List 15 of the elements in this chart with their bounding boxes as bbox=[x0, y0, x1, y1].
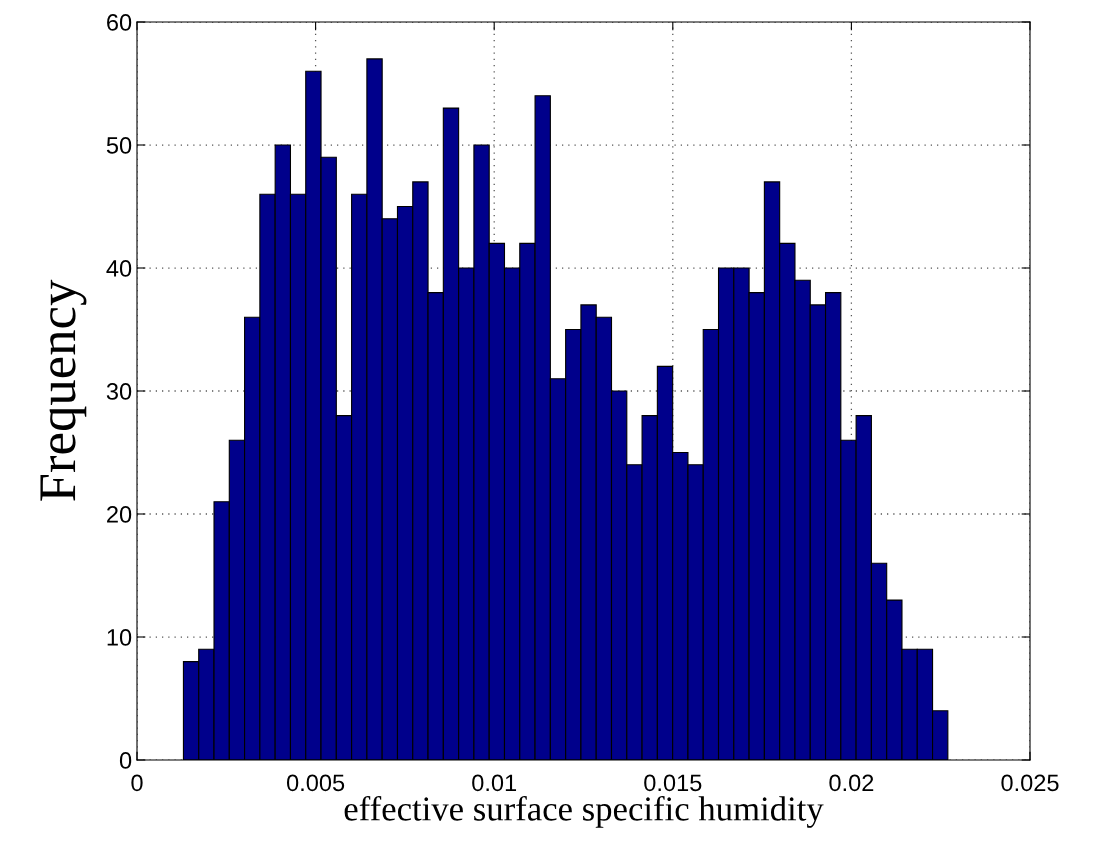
x-tick-label: 0.025 bbox=[1001, 774, 1059, 792]
y-tick-label: 10 bbox=[107, 629, 132, 646]
y-tick-label: 40 bbox=[106, 260, 132, 277]
x-tick-label: 0.005 bbox=[286, 774, 345, 792]
x-tick-label: 0 bbox=[131, 774, 143, 792]
x-tick-label: 0.015 bbox=[644, 774, 702, 792]
y-tick-label: 0 bbox=[119, 752, 132, 769]
x-tick-label: 0.01 bbox=[472, 774, 517, 792]
x-tick-label: 0.02 bbox=[829, 774, 874, 792]
y-tick-label: 20 bbox=[107, 506, 132, 523]
y-axis-title: Frequency bbox=[40, 279, 87, 501]
y-tick-label: 60 bbox=[107, 14, 132, 31]
x-axis-title: effective surface specific humidity bbox=[344, 795, 824, 828]
y-tick-label: 50 bbox=[106, 137, 132, 154]
y-tick-label: 30 bbox=[106, 383, 132, 400]
